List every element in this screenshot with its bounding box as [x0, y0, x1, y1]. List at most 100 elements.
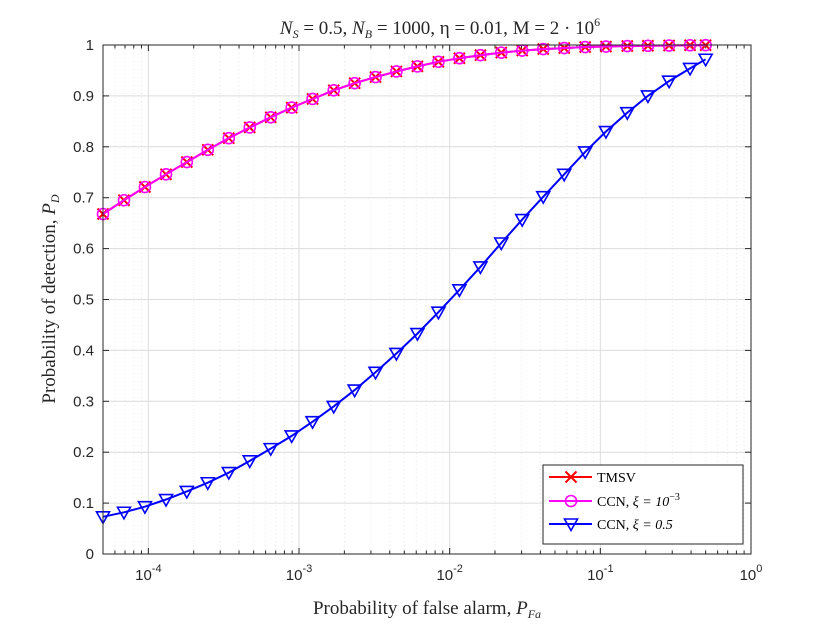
data-point-circle: [201, 143, 215, 157]
data-point-triangle: [325, 400, 342, 415]
data-point-triangle: [493, 237, 510, 252]
x-tick-label-exponent: -4: [152, 563, 162, 575]
data-point-triangle: [367, 366, 384, 381]
series-line: [102, 44, 706, 215]
title-eta: η = 0.01,: [440, 18, 513, 39]
data-point-circle: [222, 131, 236, 145]
data-point-triangle: [430, 306, 447, 321]
x-tick-label-exponent: -2: [453, 563, 463, 575]
data-point-circle: [180, 155, 194, 169]
data-point-circle: [117, 193, 131, 207]
data-point-triangle: [682, 62, 698, 77]
chart-title: NS = 0.5, NB = 1000, η = 0.01, M = 2 · 1…: [279, 15, 600, 41]
title-nb-value: = 1000,: [372, 18, 440, 39]
title-ns-subscript: S: [293, 27, 299, 41]
legend-label-ccn-1e-3: CCN, ξ = 10−3: [597, 492, 680, 510]
data-point-triangle: [283, 430, 300, 445]
y-tick-label: 0.3: [73, 393, 94, 410]
legend-entry-ccn-0-5: CCN, ξ = 0.5: [549, 518, 673, 533]
x-tick-label: 10-2: [436, 563, 462, 584]
data-point-triangle: [556, 168, 573, 183]
x-tick-label-exponent: -3: [302, 563, 312, 575]
y-tick-label: 0.8: [73, 139, 94, 156]
legend: TMSV CCN, ξ = 10−3 CCN, ξ = 0.5: [542, 464, 744, 545]
x-tick-label-base: 10: [587, 567, 604, 584]
data-point-triangle: [472, 261, 489, 276]
data-point-circle: [243, 121, 257, 134]
legend-label-ccn-0-5-text: CCN,: [597, 518, 633, 533]
data-point-triangle: [388, 347, 405, 362]
x-axis-label-subscript: Fa: [527, 607, 541, 621]
data-point-triangle: [640, 90, 656, 105]
legend-entry-ccn-1e-3: CCN, ξ = 10−3: [549, 492, 680, 510]
data-point-circle: [159, 167, 173, 181]
data-point-circle: [138, 180, 152, 194]
x-tick-label: 10-4: [135, 563, 161, 584]
x-axis-label-symbol: P: [515, 598, 528, 619]
data-point-triangle: [451, 284, 468, 298]
data-point-triangle: [598, 125, 614, 140]
data-point-circle: [327, 84, 341, 97]
data-point-triangle: [158, 493, 174, 508]
data-point-circle: [578, 40, 592, 54]
data-point-circle: [536, 42, 550, 56]
y-tick-label: 0.7: [73, 190, 94, 207]
data-point-circle: [641, 39, 655, 53]
legend-marker-x: [564, 470, 578, 484]
title-nb-symbol: N: [351, 18, 366, 39]
legend-entry-tmsv: TMSV: [549, 470, 636, 486]
y-tick-label: 0.9: [73, 88, 94, 105]
y-tick-label: 0.4: [73, 342, 94, 359]
title-m: M = 2 · 10: [513, 18, 594, 39]
legend-marker-triangle: [563, 518, 579, 533]
data-point-triangle: [262, 442, 279, 457]
x-tick-label-base: 10: [740, 567, 757, 584]
legend-label-ccn-0-5-xi: ξ = 0.5: [633, 518, 673, 533]
x-tick-label-base: 10: [135, 567, 152, 584]
data-point-circle: [390, 65, 403, 78]
y-tick-label: 0.5: [73, 292, 94, 309]
data-point-circle: [494, 46, 508, 59]
data-point-triangle: [535, 190, 552, 205]
x-tick-label-base: 10: [436, 567, 453, 584]
data-point-triangle: [137, 500, 153, 515]
data-point-circle: [599, 40, 613, 53]
data-point-circle: [474, 48, 487, 62]
legend-label-ccn-0-5: CCN, ξ = 0.5: [597, 518, 673, 533]
data-point-triangle: [514, 213, 531, 228]
legend-box: [542, 464, 744, 545]
data-point-triangle: [577, 146, 594, 161]
data-point-triangle: [116, 506, 132, 521]
title-ns-value: = 0.5,: [299, 18, 352, 39]
y-axis-label-subscript: D: [48, 194, 62, 204]
data-point-triangle: [178, 485, 195, 500]
y-tick-label: 0.2: [73, 444, 94, 461]
data-point-triangle: [409, 327, 426, 342]
data-point-triangle: [220, 466, 237, 481]
data-point-triangle: [619, 106, 636, 121]
y-tick-label: 0.6: [73, 241, 94, 258]
legend-label-ccn-1e-3-text: CCN,: [597, 495, 633, 510]
x-tick-label: 100: [740, 563, 763, 584]
data-point-triangle: [346, 384, 363, 399]
y-tick-label: 0: [86, 546, 94, 563]
data-point-circle: [557, 41, 571, 55]
series-triangle-down: [95, 53, 714, 525]
data-point-circle: [306, 92, 319, 106]
data-point-circle: [453, 51, 466, 65]
data-point-circle: [411, 60, 424, 73]
data-point-circle: [348, 76, 361, 90]
title-nb-subscript: B: [365, 27, 373, 41]
x-tick-label: 10-3: [286, 563, 312, 584]
x-tick-label-exponent: -1: [604, 563, 614, 575]
data-point-triangle: [304, 415, 321, 430]
title-ns-symbol: N: [279, 18, 294, 39]
y-tick-label: 0.1: [73, 495, 94, 512]
x-tick-label-base: 10: [286, 567, 303, 584]
legend-label-ccn-1e-3-xi: ξ = 10: [633, 495, 669, 510]
legend-label-tmsv: TMSV: [597, 471, 636, 486]
series-line: [102, 58, 707, 518]
x-tick-label-exponent: 0: [756, 563, 762, 575]
x-axis-label: Probability of false alarm, PFa: [313, 598, 541, 621]
